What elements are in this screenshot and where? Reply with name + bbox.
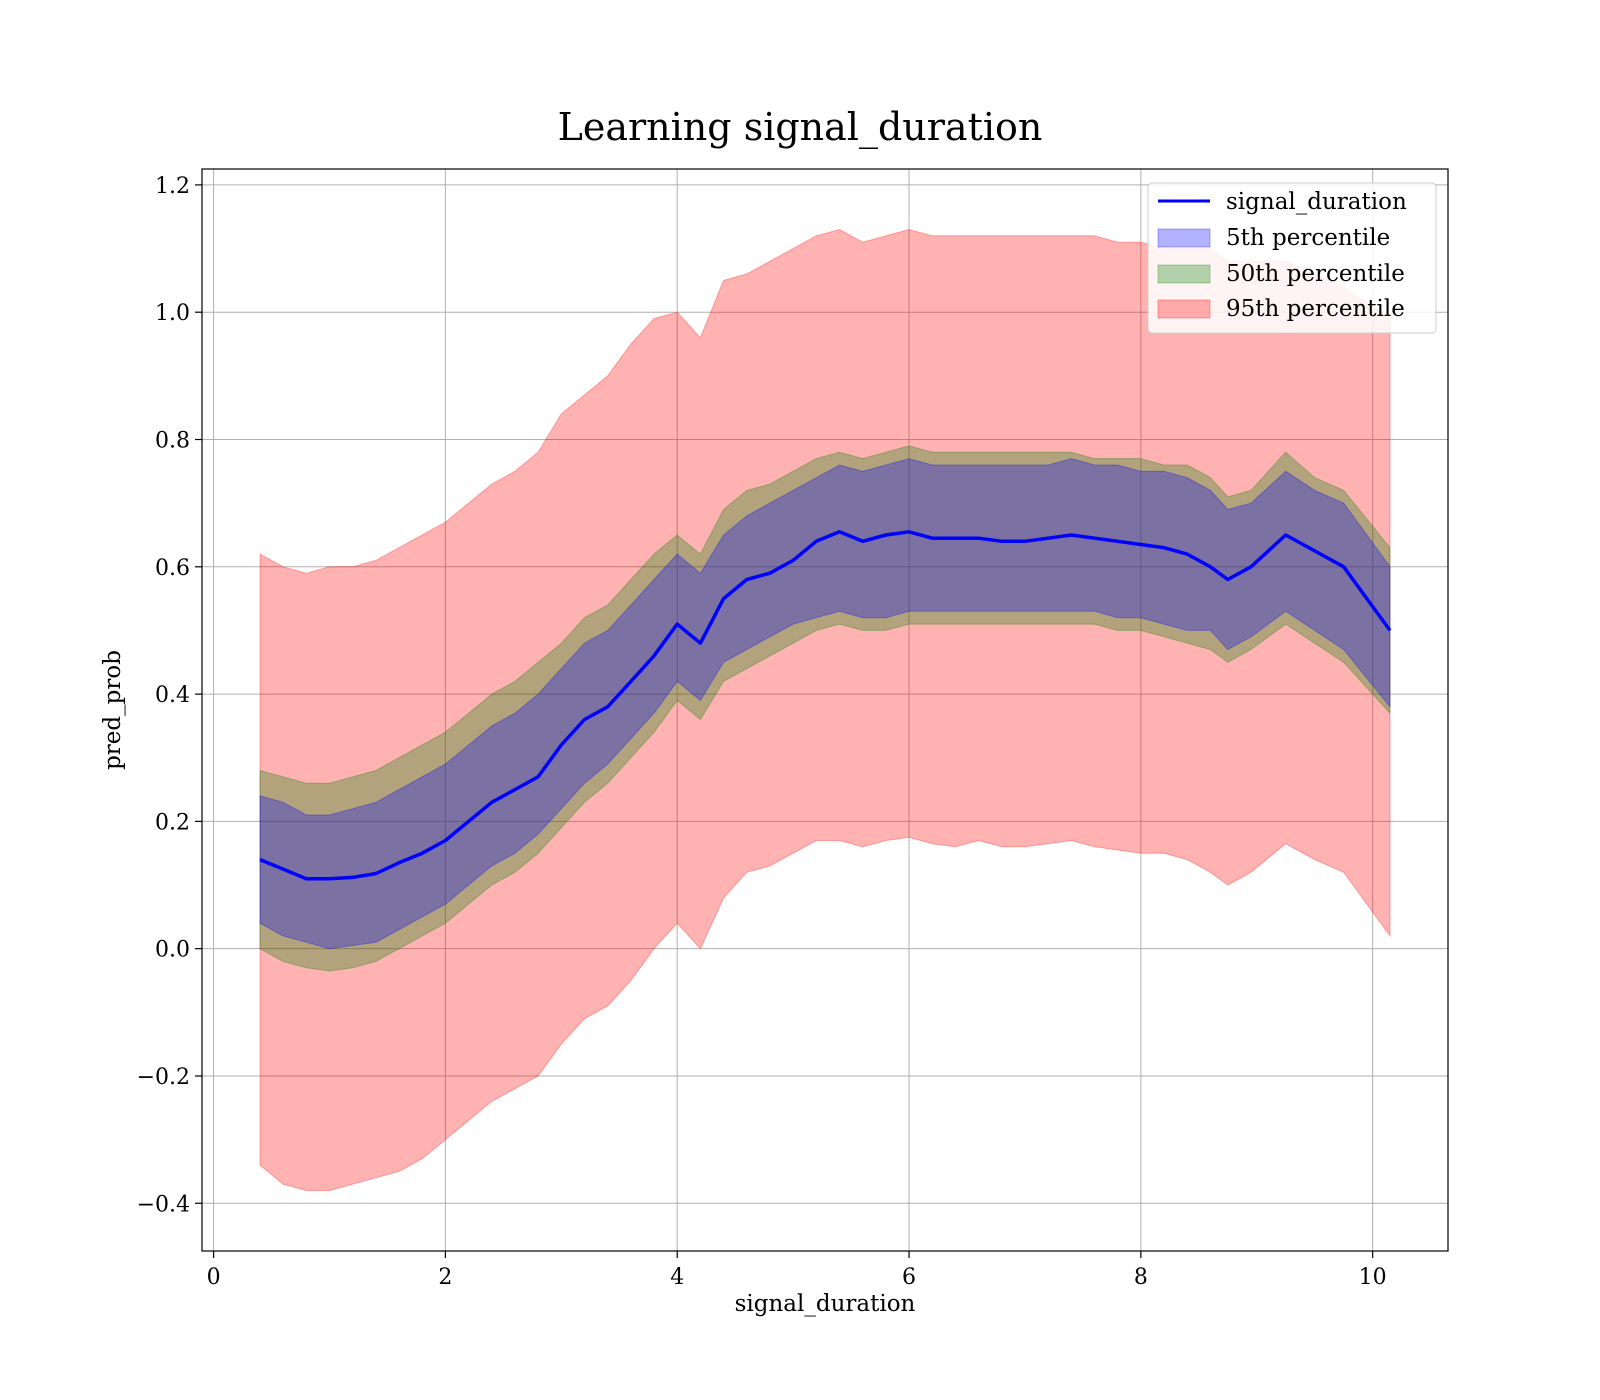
- x-tick-label: 2: [438, 1265, 452, 1290]
- y-tick-label: −0.2: [137, 1065, 190, 1090]
- x-tick-label: 6: [902, 1265, 916, 1290]
- y-tick-label: 0.2: [155, 810, 190, 835]
- y-tick-label: 1.0: [155, 301, 190, 326]
- y-axis-label: pred_prob: [100, 650, 126, 770]
- ticks: 0 2 4 6 8 10 −0.4 −0.2 0.0 0.2 0.4 0.6 0.8 1.0 1.2: [137, 174, 1387, 1290]
- band-50th-percentile: [259, 445, 1391, 972]
- x-tick-label: 4: [670, 1265, 684, 1290]
- legend-label-5th: 5th percentile: [1226, 225, 1390, 251]
- chart-title: Learning signal_duration: [558, 105, 1043, 150]
- legend-swatch-5th: [1157, 228, 1211, 248]
- y-tick-label: 0.4: [155, 683, 190, 708]
- y-tick-label: 0.8: [155, 429, 190, 454]
- legend-swatch-50th: [1157, 264, 1211, 284]
- y-tick-label: 0.6: [155, 556, 190, 581]
- band-5th-percentile: [259, 458, 1391, 950]
- legend-label-95th: 95th percentile: [1226, 296, 1405, 322]
- x-axis-label: signal_duration: [735, 1291, 916, 1317]
- y-tick-label: 1.2: [155, 174, 190, 199]
- y-tick-label: 0.0: [155, 938, 190, 963]
- series-line-signal-duration: [259, 530, 1392, 881]
- x-tick-label: 8: [1134, 1265, 1148, 1290]
- x-tick-label: 0: [207, 1265, 221, 1290]
- legend-box: [1147, 182, 1437, 334]
- legend-label-50th: 50th percentile: [1226, 261, 1405, 287]
- legend: signal_duration 5th percentile 50th perc…: [1147, 182, 1437, 334]
- plot-frame: [201, 168, 1449, 1252]
- legend-label-line: signal_duration: [1226, 189, 1407, 215]
- y-tick-label: −0.4: [137, 1192, 190, 1217]
- bands: [259, 228, 1391, 1191]
- x-tick-label: 10: [1359, 1265, 1387, 1290]
- series-lines: [259, 530, 1392, 881]
- band-95th-percentile: [259, 228, 1391, 1191]
- legend-swatch-95th: [1157, 299, 1211, 319]
